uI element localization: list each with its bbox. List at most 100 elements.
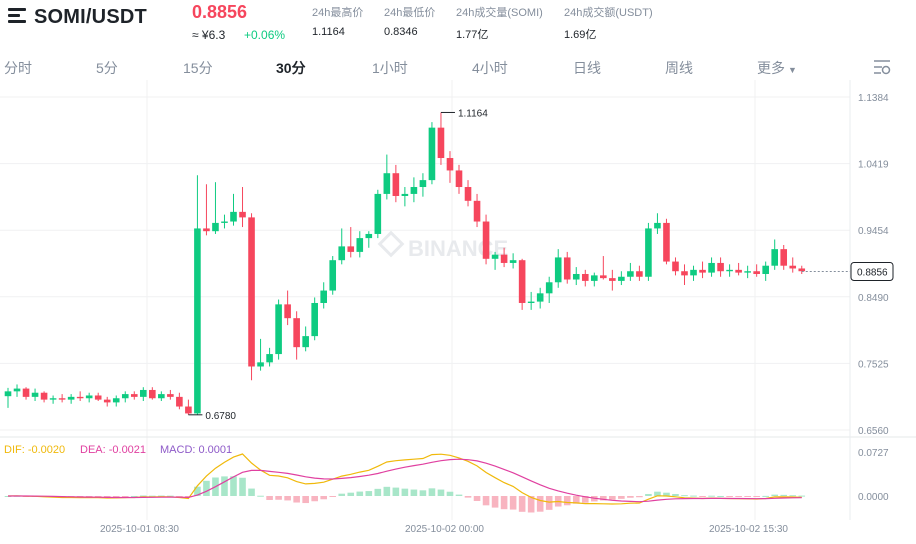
candle-body [645, 228, 652, 277]
candle-body [609, 278, 616, 281]
macd-histogram-bar [230, 476, 237, 496]
candle-body [545, 282, 553, 294]
current-price-label: 0.8856 [857, 268, 888, 279]
stat-value: 1.69亿 [564, 29, 597, 41]
macd-histogram-bar [239, 477, 246, 496]
candle-body [149, 389, 156, 399]
macd-histogram-bar [284, 496, 291, 501]
macd-histogram-bar [545, 496, 553, 510]
macd-tick-label: 0.0727 [858, 448, 889, 459]
candle-body [798, 268, 806, 272]
candle-body [293, 318, 300, 348]
candle-body [13, 388, 21, 392]
ticker-header: SOMI/USDT 0.8856 ≈ ¥6.3 +0.06% 24h最高价 1.… [0, 0, 916, 48]
macd-histogram-bar [554, 496, 562, 507]
macd-histogram-bar [158, 495, 165, 497]
macd-histogram-bar [455, 494, 463, 496]
macd-histogram-bar [401, 488, 409, 496]
candle-body [4, 391, 12, 397]
binance-logo-icon [377, 230, 405, 258]
candle-body [392, 173, 400, 196]
low-label: 0.6780 [205, 411, 236, 422]
candle-body [780, 249, 788, 266]
macd-histogram-bar [13, 495, 21, 497]
tab-1w[interactable]: 周线 [665, 60, 693, 76]
dif-line [7, 453, 802, 505]
macd-histogram-bar [365, 491, 373, 496]
macd-histogram-bar [112, 496, 120, 497]
chart-settings-icon[interactable] [872, 58, 892, 76]
tab-5m[interactable]: 5分 [96, 60, 118, 76]
price-tick-label: 1.1384 [858, 93, 889, 104]
tab-more[interactable]: 更多 ▼ [757, 58, 797, 78]
candle-body [518, 260, 526, 303]
candle-body [527, 301, 535, 303]
candle-body [789, 265, 797, 269]
macd-histogram-bar [500, 496, 508, 510]
macd-histogram-bar [536, 496, 544, 512]
last-price: 0.8856 [192, 2, 248, 22]
macd-histogram-bar [374, 488, 382, 496]
macd-histogram-bar [509, 496, 517, 510]
macd-histogram-bar [293, 496, 300, 503]
macd-histogram-bar [726, 496, 733, 497]
stat-24h-volume: 24h成交量(SOMI) 1.77亿 [456, 4, 543, 42]
candle-body [185, 406, 192, 414]
candle-body [140, 389, 147, 397]
menu-icon[interactable] [8, 8, 26, 24]
macd-histogram-bar [482, 496, 490, 506]
macd-histogram-bar [347, 492, 355, 496]
tab-15m[interactable]: 15分 [183, 60, 213, 76]
candle-body [58, 398, 66, 400]
price-tick-label: 1.0419 [858, 160, 889, 171]
macd-histogram-bar [708, 495, 715, 497]
candle-body [167, 394, 174, 397]
candle-body [158, 394, 165, 399]
tab-1h[interactable]: 1小时 [372, 60, 408, 76]
stat-value: 1.77亿 [456, 29, 489, 41]
candle-body [464, 187, 472, 201]
candle-body [338, 246, 346, 261]
candle-body [500, 254, 508, 263]
stat-value: 0.8346 [384, 26, 418, 38]
macd-histogram-bar [627, 496, 634, 498]
candle-body [690, 269, 697, 276]
candle-body [482, 221, 490, 259]
price-change: +0.06% [244, 28, 286, 42]
macd-histogram-bar [302, 496, 309, 504]
candle-body [572, 273, 580, 280]
candle-body [663, 222, 670, 262]
candle-body [329, 260, 337, 291]
candle-body [744, 271, 751, 273]
macd-histogram-bar [167, 495, 174, 497]
candle-body [302, 336, 309, 348]
candle-body [356, 238, 364, 252]
binance-watermark: BINANCE [377, 230, 508, 261]
candle-body [94, 395, 102, 400]
candle-body [672, 261, 679, 272]
price-tick-label: 0.8490 [858, 293, 889, 304]
macd-histogram-bar [600, 496, 607, 501]
macd-histogram-bar [563, 496, 571, 506]
tab-1d[interactable]: 日线 [573, 60, 601, 76]
macd-histogram-bar [735, 496, 742, 497]
macd-panel [4, 453, 806, 513]
tab-4h[interactable]: 4小时 [472, 60, 508, 76]
candle-body [176, 396, 183, 407]
candle-body [455, 170, 463, 188]
macd-histogram-bar [581, 496, 589, 503]
macd-histogram-bar [446, 491, 454, 496]
tab-more-label: 更多 [757, 60, 785, 76]
macd-histogram-bar [203, 480, 210, 496]
candle-body [31, 392, 39, 397]
pair-name[interactable]: SOMI/USDT [34, 6, 147, 28]
watermark-text: BINANCE [408, 236, 508, 261]
macd-histogram-bar [636, 496, 643, 498]
macd-histogram-bar [356, 491, 364, 496]
candle-body [428, 127, 436, 181]
tab-time[interactable]: 分时 [4, 60, 32, 76]
stat-24h-low: 24h最低价 0.8346 [384, 4, 435, 38]
tab-30m[interactable]: 30分 [276, 60, 306, 76]
candle-body [419, 180, 427, 188]
candle-body [194, 228, 201, 414]
